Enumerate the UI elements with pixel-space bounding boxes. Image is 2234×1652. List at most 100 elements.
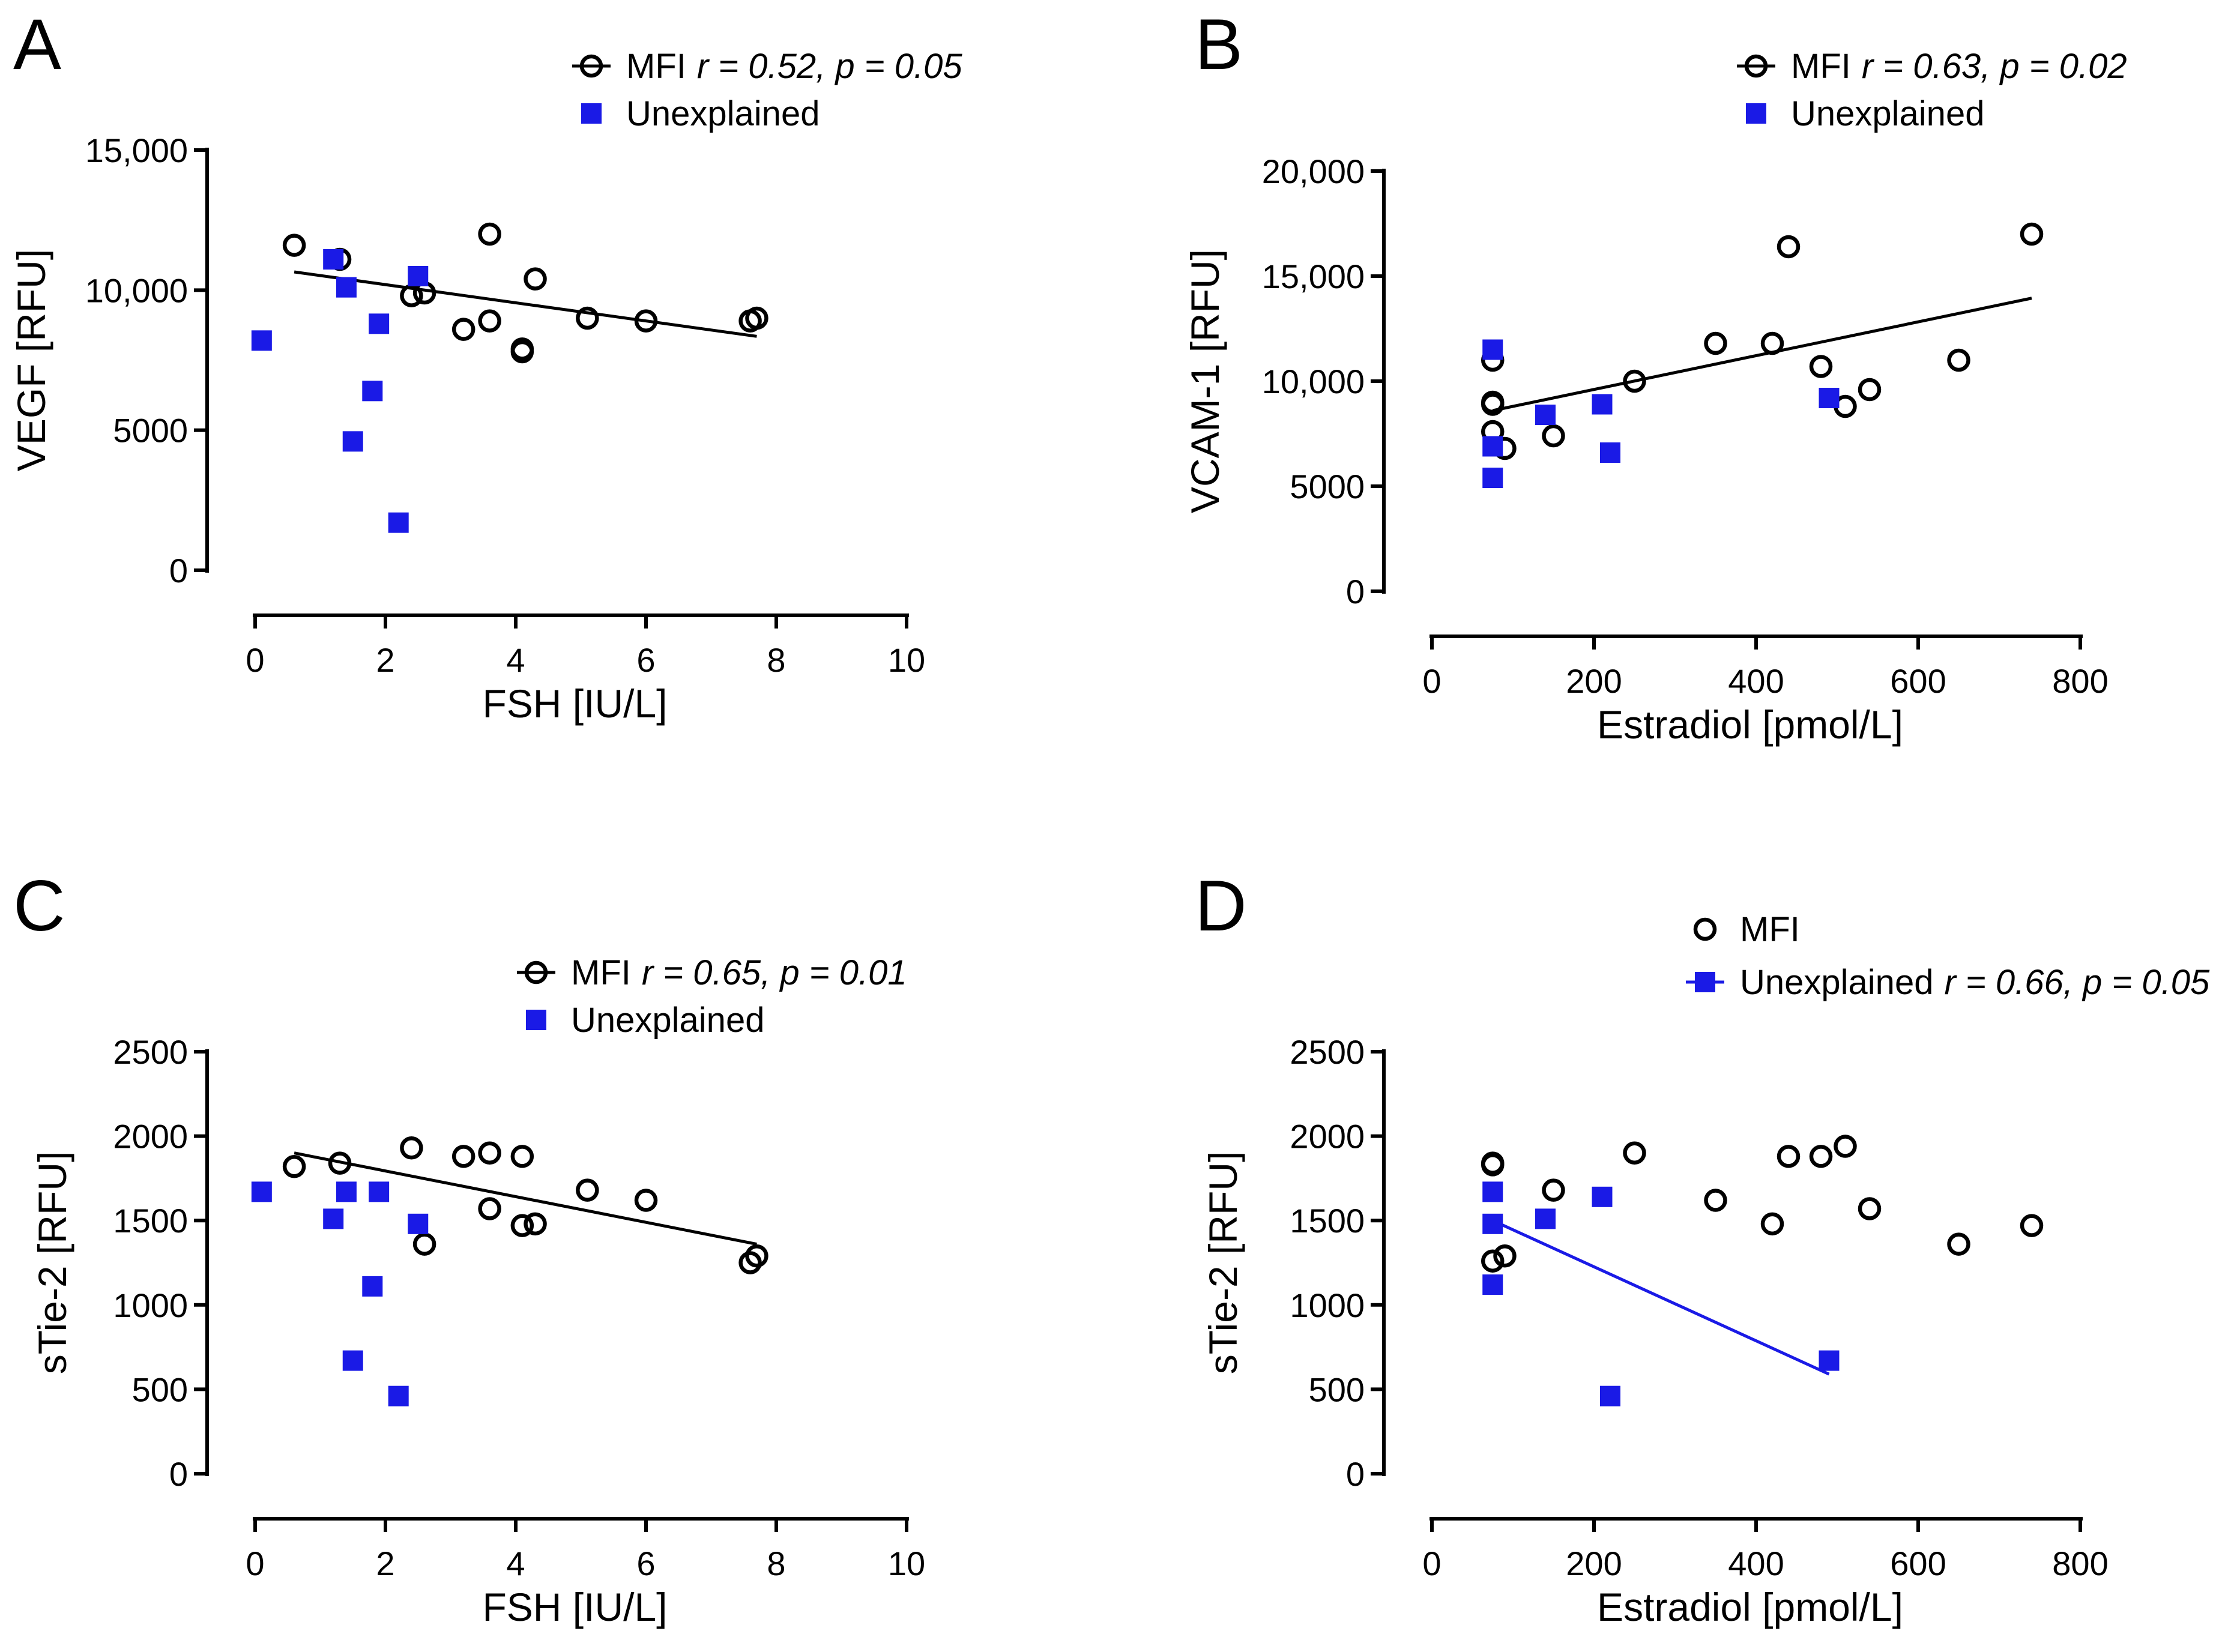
- legend-marker-mfi: [524, 960, 548, 984]
- data-point-mfi: [576, 306, 599, 330]
- legend-entry: Unexplained: [626, 94, 820, 133]
- data-point-unexplained: [342, 431, 363, 452]
- data-point-mfi: [745, 1244, 768, 1268]
- data-point-unexplained: [336, 277, 357, 298]
- data-point-mfi: [282, 234, 306, 257]
- regression-line-mfi: [1492, 297, 2032, 412]
- data-point-unexplained: [388, 512, 409, 533]
- legend-marker-unexplained: [1695, 972, 1715, 992]
- data-point-unexplained: [1600, 1385, 1620, 1406]
- legend-entry: MFI r = 0.63, p = 0.02: [1791, 47, 2127, 86]
- data-point-unexplained: [1482, 1181, 1503, 1202]
- data-point-mfi: [1493, 1244, 1517, 1268]
- y-tick-label: 10,000: [85, 271, 188, 309]
- data-point-mfi: [1760, 331, 1784, 355]
- x-tick-label: 0: [1422, 662, 1441, 700]
- data-point-mfi: [510, 1214, 534, 1237]
- x-tick-label: 8: [767, 641, 785, 679]
- data-point-mfi: [2020, 1214, 2044, 1237]
- legend-stat: r = 0.65, p = 0.01: [642, 953, 907, 992]
- data-point-unexplained: [369, 1181, 390, 1202]
- legend-label: Unexplained: [626, 94, 820, 133]
- data-point-mfi: [1481, 1249, 1505, 1273]
- data-point-mfi: [1481, 1153, 1505, 1177]
- x-axis-title: Estradiol [pmol/L]: [1597, 1585, 1903, 1629]
- x-tick-label: 0: [1422, 1545, 1441, 1582]
- x-tick-label: 600: [1890, 662, 1946, 700]
- panel-c: C 0 2 4 6 8 10 0 500 1000 1500 2000 2500 FSH [IU/L] sT…: [13, 866, 925, 1629]
- data-point-unexplained: [1592, 394, 1613, 415]
- data-point-unexplained: [369, 313, 390, 334]
- data-point-mfi: [1481, 393, 1505, 416]
- data-point-mfi: [1704, 331, 1727, 355]
- data-point-mfi: [412, 1232, 436, 1256]
- x-tick-label: 6: [636, 1545, 655, 1582]
- legend-stat: r = 0.63, p = 0.02: [1862, 47, 2127, 86]
- data-point-mfi: [1858, 1197, 1882, 1220]
- x-tick-label: 10: [888, 1545, 925, 1582]
- data-point-mfi: [1623, 369, 1646, 393]
- data-point-unexplained: [408, 266, 429, 286]
- y-axis-title: sTie-2 [RFU]: [1201, 1151, 1245, 1375]
- x-tick-label: 10: [888, 641, 925, 679]
- x-tick-label: 600: [1890, 1545, 1946, 1582]
- data-point-mfi: [634, 1189, 658, 1212]
- data-point-mfi: [1834, 1135, 1857, 1158]
- legend-marker-unexplained: [526, 1010, 546, 1030]
- x-tick-label: 200: [1566, 1545, 1622, 1582]
- x-tick-label: 2: [376, 641, 394, 679]
- data-point-mfi: [634, 309, 658, 333]
- data-point-unexplained: [1592, 1186, 1613, 1207]
- x-tick-label: 8: [767, 1545, 785, 1582]
- legend-label: Unexplained: [1791, 94, 1984, 133]
- data-point-unexplained: [323, 249, 344, 270]
- legend-stat: r = 0.66, p = 0.05: [1944, 963, 2210, 1002]
- x-tick-label: 4: [506, 1545, 525, 1582]
- y-axis-title: VEGF [RFU]: [9, 249, 53, 471]
- y-axis-title: sTie-2 [RFU]: [30, 1151, 74, 1375]
- data-point-mfi: [1542, 424, 1565, 448]
- data-point-mfi: [1760, 1212, 1784, 1236]
- x-tick-label: 0: [246, 1545, 264, 1582]
- y-tick-label: 2000: [113, 1118, 188, 1156]
- y-tick-label: 1000: [1290, 1286, 1365, 1324]
- data-point-unexplained: [251, 330, 272, 351]
- data-point-unexplained: [1482, 1274, 1503, 1295]
- legend: MFI Unexplained r = 0.66, p = 0.05: [1686, 910, 2210, 1002]
- legend-label: MFI: [1740, 910, 1800, 949]
- data-point-mfi: [328, 1151, 352, 1175]
- data-point-unexplained: [1482, 1213, 1503, 1234]
- legend-entry: MFI r = 0.52, p = 0.05: [626, 47, 962, 86]
- panel-a: A 0 2 4 6 8 10 0 5000 10,000 15,000 FSH [IU/L] VEGF …: [9, 4, 962, 726]
- legend-marker-mfi: [1744, 54, 1768, 78]
- y-tick-label: 500: [132, 1370, 188, 1408]
- x-axis-title: FSH [IU/L]: [482, 1585, 667, 1629]
- y-tick-label: 2500: [1290, 1033, 1365, 1071]
- data-point-mfi: [1809, 355, 1833, 378]
- data-point-mfi: [524, 267, 547, 291]
- y-tick-label: 20,000: [1262, 152, 1365, 190]
- data-point-mfi: [478, 222, 501, 246]
- data-point-unexplained: [342, 1350, 363, 1371]
- legend-label: MFI: [571, 953, 631, 992]
- y-tick-label: 0: [1346, 573, 1365, 610]
- x-axis-title: Estradiol [pmol/L]: [1597, 702, 1903, 747]
- y-tick-label: 0: [169, 1455, 188, 1493]
- y-tick-label: 1500: [113, 1202, 188, 1240]
- y-tick-label: 2000: [1290, 1118, 1365, 1156]
- data-point-mfi: [1858, 378, 1882, 402]
- legend-entry: MFI r = 0.65, p = 0.01: [571, 953, 907, 992]
- panel-letter-a: A: [13, 4, 61, 85]
- y-tick-label: 2500: [113, 1033, 188, 1071]
- data-point-mfi: [738, 1251, 762, 1274]
- y-tick-label: 10,000: [1262, 363, 1365, 400]
- legend: MFI r = 0.52, p = 0.05 Unexplained: [572, 47, 962, 133]
- data-point-mfi: [451, 1145, 475, 1168]
- regression-line-mfi: [294, 1151, 757, 1246]
- legend-stat: r = 0.52, p = 0.05: [697, 47, 963, 86]
- y-tick-label: 500: [1309, 1370, 1365, 1408]
- x-tick-label: 4: [506, 641, 525, 679]
- data-point-unexplained: [362, 381, 383, 402]
- x-tick-label: 400: [1728, 1545, 1784, 1582]
